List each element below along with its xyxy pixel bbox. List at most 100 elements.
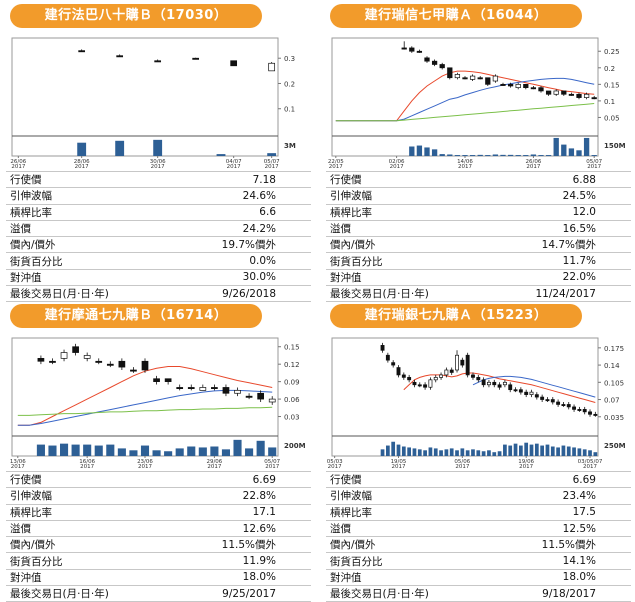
x-tick-label: 05/07 (264, 159, 280, 165)
x-tick-year: 2017 (392, 464, 406, 469)
stat-value: 6.69 (132, 470, 311, 489)
volume-bar (391, 441, 396, 456)
stat-value: 11.5%價外 (452, 536, 631, 554)
candle-body (199, 387, 207, 391)
candle-body (492, 75, 499, 82)
candle-body (268, 398, 276, 403)
x-tick-label: 29/06 (206, 459, 222, 465)
stat-value: 11/24/2017 (452, 285, 631, 303)
volume-bar (380, 449, 385, 456)
volume-bar (409, 146, 415, 156)
volume-bar (423, 450, 427, 456)
candle-body (268, 62, 276, 72)
volume-bar (583, 137, 590, 156)
candle-body (37, 358, 45, 362)
stat-label: 槓桿比率 (6, 504, 132, 521)
table-row: 街貨百分比 14.1% (326, 552, 631, 570)
table-row: 價內/價外 14.7%價外 (326, 236, 631, 254)
volume-bar (477, 154, 483, 156)
stat-label: 引伸波幅 (326, 187, 452, 205)
candle-body (444, 369, 449, 376)
stat-label: 引伸波幅 (6, 487, 132, 505)
stat-value: 14.7%價外 (452, 236, 631, 254)
plot-frame (331, 337, 599, 457)
volume-bar (401, 446, 406, 456)
volume-bar (576, 150, 582, 156)
volume-bar (529, 444, 534, 456)
table-row: 行使價 6.88 (326, 170, 631, 189)
x-tick-year: 2017 (328, 464, 342, 469)
y-tick-label: 0.175 (604, 345, 624, 353)
table-row: 槓桿比率 17.5 (326, 504, 631, 521)
stat-value: 11.7% (452, 252, 631, 270)
x-tick-label: 23/06 (137, 459, 153, 465)
stat-label: 最後交易日(月·日·年) (6, 285, 132, 303)
volume-bar (153, 139, 163, 156)
stat-label: 溢價 (6, 220, 132, 238)
candle-body (153, 378, 160, 382)
x-tick-year: 2017 (11, 464, 25, 469)
volume-bar (431, 149, 438, 156)
volume-bar (221, 449, 231, 456)
volume-bar (210, 446, 219, 456)
moving-average-line (335, 103, 595, 122)
stat-label: 價內/價外 (6, 536, 132, 554)
stat-value: 12.6% (132, 520, 311, 538)
y-tick-label: 0.1 (284, 106, 295, 114)
stat-value: 12.5% (452, 520, 631, 538)
x-tick-year: 2017 (265, 164, 279, 169)
volume-bar (469, 155, 476, 156)
x-tick-label: 26/06 (10, 159, 26, 165)
y-tick-label: 0.035 (604, 414, 624, 422)
candle-body (391, 362, 396, 366)
candle-body (439, 374, 444, 378)
candle-body (447, 67, 453, 79)
x-tick-year: 2017 (75, 164, 89, 169)
stat-label: 街貨百分比 (326, 252, 452, 270)
volume-bar (508, 445, 513, 456)
x-tick-year: 2017 (80, 464, 94, 469)
volume-bar (588, 450, 592, 456)
volume-bar (465, 450, 470, 456)
volume-bar (94, 445, 103, 456)
volume-axis-label: 200M (284, 442, 306, 450)
volume-bar (568, 148, 575, 156)
y-tick-label: 0.1 (604, 98, 615, 106)
table-row: 價內/價外 19.7%價外 (6, 236, 311, 254)
volume-bar (515, 155, 521, 156)
candle-body (545, 90, 552, 95)
stat-value: 7.18 (132, 170, 311, 189)
volume-bar (534, 443, 539, 456)
stat-value: 22.8% (132, 487, 311, 505)
volume-bar (385, 445, 390, 456)
table-row: 行使價 6.69 (326, 470, 631, 489)
candle-body (449, 369, 454, 373)
stat-value: 6.88 (452, 170, 631, 189)
table-row: 對沖值 30.0% (6, 269, 311, 287)
candle-body (407, 377, 412, 381)
x-tick-year: 2017 (329, 164, 343, 169)
volume-bar (538, 155, 544, 156)
volume-bar (256, 440, 265, 456)
stat-value: 24.2% (132, 220, 311, 238)
candle-body (72, 346, 79, 353)
candle-body (492, 381, 497, 386)
candle-body (515, 83, 521, 89)
stat-value: 23.4% (452, 487, 631, 505)
volume-bar (497, 451, 502, 456)
candlestick-chart: 0.15 0.12 0.09 0.06 0.03 200M 13/06 2017 16/06 20… (6, 334, 311, 469)
stat-value: 0.0% (132, 252, 311, 270)
plot-frame (11, 37, 279, 157)
candle-body (540, 396, 545, 400)
stat-value: 17.5 (452, 504, 631, 521)
volume-bar (48, 445, 57, 456)
volume-bar (245, 448, 254, 456)
volume-bar (513, 443, 518, 456)
volume-bar (460, 448, 465, 456)
volume-bar (487, 450, 491, 456)
table-row: 溢價 12.6% (6, 520, 311, 538)
y-tick-label: 0.09 (284, 379, 300, 387)
volume-bar (115, 140, 125, 156)
x-tick-label: 03/05/07 (578, 459, 603, 465)
table-row: 街貨百分比 11.9% (6, 552, 311, 570)
